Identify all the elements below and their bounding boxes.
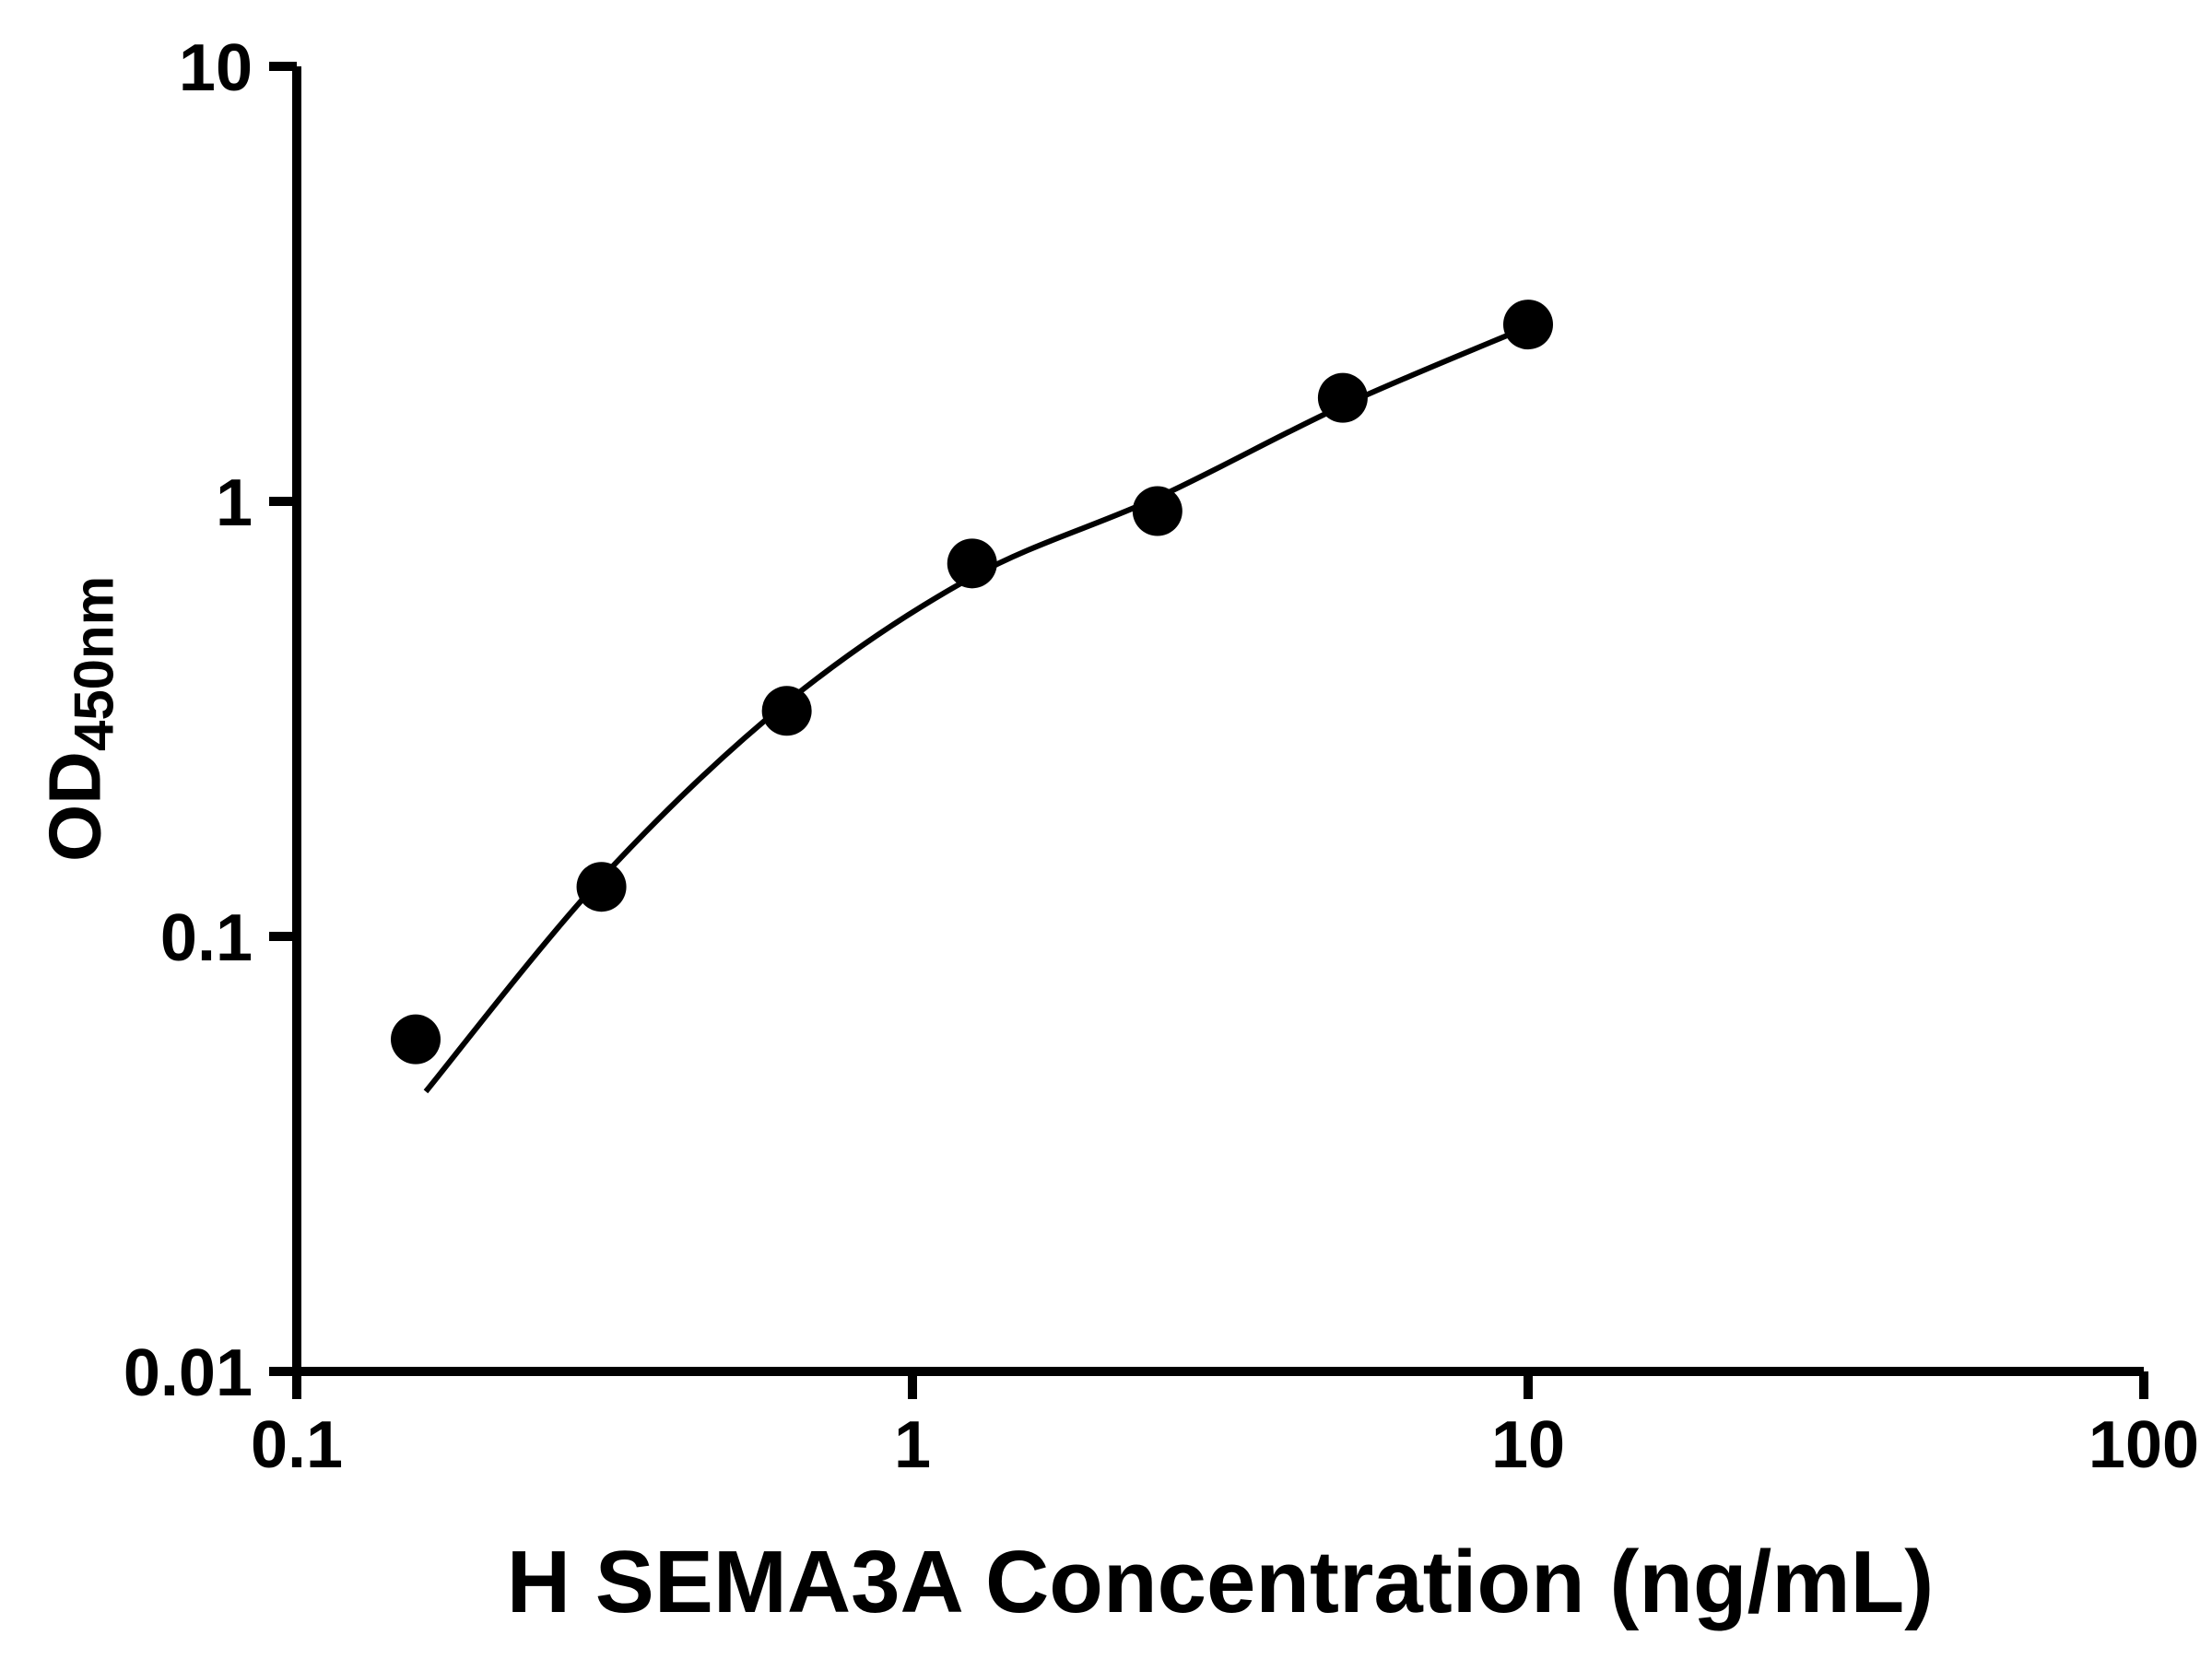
x-tick-label: 100 (2088, 1408, 2199, 1482)
x-axis-title: H SEMA3A Concentration (ng/mL) (506, 1533, 1935, 1631)
y-tick-label: 10 (179, 31, 253, 105)
y-tick-label: 0.01 (124, 1336, 253, 1410)
y-tick-label: 0.1 (160, 901, 253, 975)
y-axis-title: OD450nm (33, 576, 126, 862)
x-tick-label: 10 (1491, 1408, 1565, 1482)
data-point (1132, 486, 1182, 536)
x-tick-label: 0.1 (251, 1408, 343, 1482)
data-point (761, 686, 812, 736)
data-point (576, 862, 627, 912)
axis-spines (292, 66, 2144, 1376)
data-point (947, 538, 997, 589)
data-point (1503, 300, 1553, 350)
y-axis-title-subscript: 450nm (63, 575, 125, 752)
data-point (1317, 372, 1368, 423)
x-tick-label: 1 (894, 1408, 931, 1482)
y-tick-label: 1 (216, 466, 253, 540)
fit-curve (423, 324, 1530, 1094)
y-axis-title-main: OD (33, 751, 116, 863)
data-point (391, 1014, 441, 1065)
